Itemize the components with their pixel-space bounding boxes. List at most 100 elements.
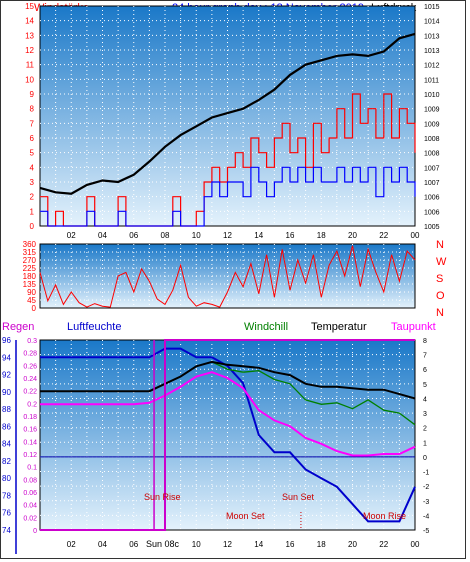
moonrise-label: Moon Rise — [363, 511, 406, 521]
pressure-tick: 1008 — [424, 136, 440, 143]
sunrise-axis-label: Sun 08c — [146, 539, 180, 549]
temperature-tick: 1 — [423, 440, 427, 447]
temperature-tick: 4 — [423, 396, 427, 403]
hour-tick: 14 — [254, 540, 263, 549]
temperature-humidity-series — [40, 339, 416, 531]
wind-speed-tick: 9 — [30, 90, 35, 99]
hour-tick: 18 — [317, 540, 326, 549]
direction-tick: 45 — [27, 296, 36, 305]
compass-tick: N — [436, 239, 444, 251]
hour-tick: 10 — [192, 231, 201, 240]
pressure-tick: 1012 — [424, 63, 440, 70]
rain-tick: 0.2 — [27, 401, 37, 408]
wind-direction-line — [39, 245, 416, 308]
temperature-tick: 7 — [423, 353, 427, 360]
hour-axis-bottom: 02 04 06 10 12 14 16 18 20 22 00 — [67, 540, 420, 549]
hour-tick: 20 — [348, 231, 357, 240]
rain-label: Regen — [2, 321, 34, 333]
wind-speed-tick: 11 — [26, 61, 35, 70]
direction-tick: 0 — [32, 304, 37, 313]
hour-tick: 14 — [254, 231, 263, 240]
humidity-tick: 92 — [2, 371, 11, 380]
hour-tick: 20 — [348, 540, 357, 549]
wind-direction-series — [39, 245, 416, 308]
rain-tick: 0.04 — [23, 503, 37, 510]
temperature-tick: -4 — [423, 513, 429, 520]
compass-tick: N — [436, 307, 444, 319]
temperature-tick: -3 — [423, 499, 429, 506]
pressure-tick: 1015 — [424, 4, 440, 11]
humidity-tick: 96 — [2, 336, 11, 345]
compass-tick: S — [436, 273, 443, 285]
direction-tick: 135 — [23, 280, 37, 289]
rain-tick: 0.16 — [23, 427, 37, 434]
pressure-tick: 1011 — [424, 77, 439, 84]
wind-speed-tick: 7 — [30, 119, 35, 128]
rain-tick: 0.06 — [23, 490, 37, 497]
rain-tick: 0.1 — [27, 465, 37, 472]
hour-tick: 12 — [223, 231, 232, 240]
humidity-tick: 84 — [2, 440, 11, 449]
rain-tick: 0.08 — [23, 477, 37, 484]
wind-speed-tick: 12 — [25, 46, 34, 55]
hour-tick: 04 — [98, 540, 107, 549]
temperature-label: Temperatur — [311, 321, 367, 333]
wind-speed-tick: 6 — [30, 134, 35, 143]
direction-tick: 90 — [27, 288, 36, 297]
humidity-tick: 88 — [2, 405, 11, 414]
humidity-axis: 74 76 78 80 82 84 86 88 90 92 94 96 — [2, 336, 17, 554]
temperature-tick: 0 — [423, 455, 427, 462]
rain-tick: 0.22 — [23, 389, 37, 396]
compass-tick: W — [436, 256, 447, 268]
rain-tick: 0.14 — [23, 439, 37, 446]
hour-tick: 08 — [161, 231, 170, 240]
rain-tick: 0.28 — [23, 351, 37, 358]
windchill-label: Windchill — [244, 321, 288, 333]
rain-tick: 0.12 — [23, 452, 37, 459]
direction-tick: 315 — [23, 248, 37, 257]
hour-tick: 16 — [286, 231, 295, 240]
humidity-tick: 74 — [2, 526, 11, 535]
hour-tick: 04 — [98, 231, 107, 240]
pressure-tick: 1008 — [424, 151, 440, 158]
hour-tick: 22 — [379, 540, 388, 549]
rain-tick: 0.18 — [23, 414, 37, 421]
wind-speed-tick: 3 — [30, 178, 35, 187]
rain-axis: 0 0.02 0.04 0.06 0.08 0.1 0.12 0.14 0.16 0.18 0.2 0… — [23, 338, 37, 535]
dewpoint-line — [40, 371, 416, 457]
temperature-tick: 5 — [423, 382, 427, 389]
temperature-tick: -5 — [423, 528, 429, 535]
moonset-label: Moon Set — [226, 511, 265, 521]
dewpoint-label: Taupunkt — [391, 321, 436, 333]
rain-tick: 0.24 — [23, 376, 37, 383]
temperature-tick: 8 — [423, 338, 427, 345]
direction-tick: 225 — [23, 264, 37, 273]
pressure-tick: 1013 — [424, 48, 440, 55]
wind-gust-line — [40, 166, 416, 227]
pressure-tick: 1009 — [424, 107, 440, 114]
hour-tick: 22 — [379, 231, 388, 240]
hour-tick: 00 — [411, 540, 420, 549]
humidity-tick: 82 — [2, 457, 11, 466]
wind-speed-tick: 13 — [25, 31, 34, 40]
temperature-tick: -2 — [423, 484, 429, 491]
temperature-line — [40, 360, 416, 400]
hour-tick: 06 — [129, 231, 138, 240]
hour-tick: 00 — [411, 231, 420, 240]
pressure-tick: 1006 — [424, 209, 440, 216]
wind-speed-tick: 0 — [30, 222, 35, 231]
wind-speed-tick: 15 — [25, 2, 34, 11]
wind-pressure-grid — [40, 6, 415, 226]
humidity-tick: 94 — [2, 353, 11, 362]
temperature-tick: 3 — [423, 411, 427, 418]
rain-tick: 0.02 — [23, 515, 37, 522]
pressure-tick: 1007 — [424, 165, 440, 172]
hour-tick: 16 — [286, 540, 295, 549]
direction-tick: 270 — [23, 256, 37, 265]
hour-tick: 02 — [67, 231, 76, 240]
wind-speed-tick: 2 — [30, 193, 35, 202]
